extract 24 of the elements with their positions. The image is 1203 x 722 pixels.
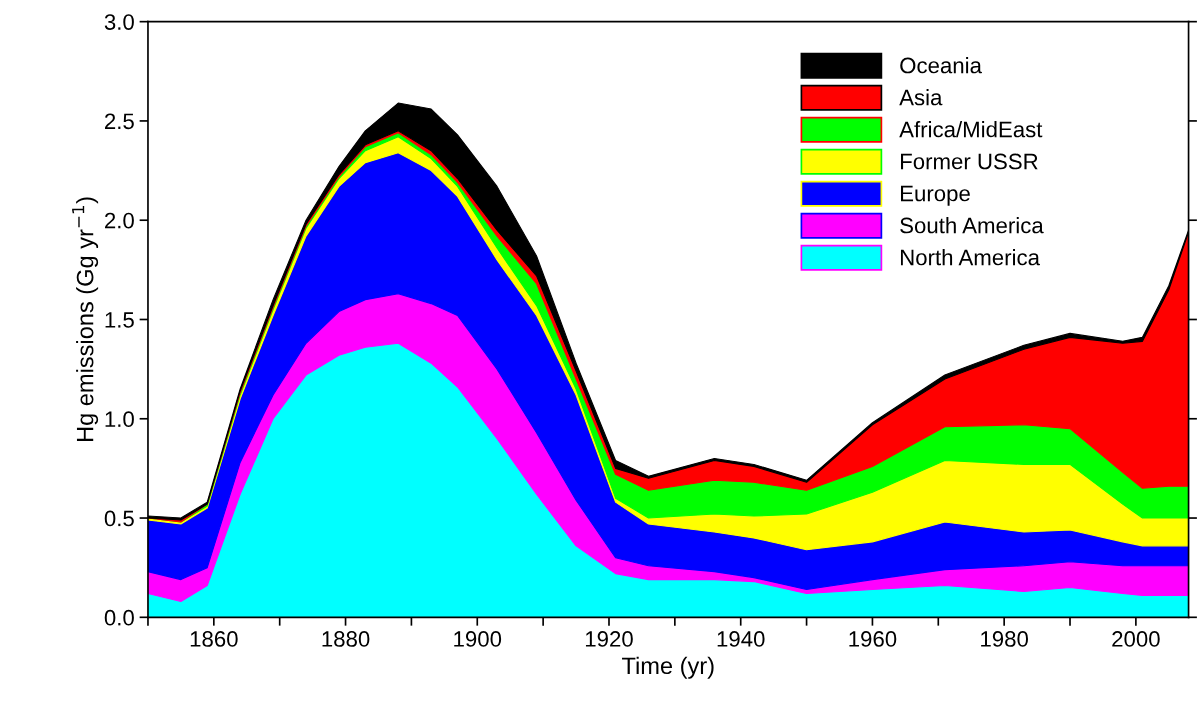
y-tick-label: 2.0 xyxy=(105,212,134,229)
x-tick-label: 1940 xyxy=(717,631,765,647)
legend-label: Former USSR xyxy=(901,153,1038,170)
x-tick-label: 1960 xyxy=(849,631,897,647)
y-tick-label: 0.0 xyxy=(104,609,134,626)
y-tick-label: 1.5 xyxy=(105,312,134,328)
y-tick-label: 3.0 xyxy=(104,14,134,30)
legend-label: Oceania xyxy=(900,57,982,74)
x-tick-label: 1900 xyxy=(454,631,502,647)
x-tick-label: 1880 xyxy=(322,631,370,647)
y-tick-label: 0.5 xyxy=(104,510,134,527)
x-tick-label: 1920 xyxy=(585,631,633,647)
legend-label: Africa/MidEast xyxy=(899,121,1043,138)
y-tick-label: 1.0 xyxy=(105,411,134,428)
y-tick-label: 2.5 xyxy=(105,113,134,130)
x-tick-label: 1860 xyxy=(190,631,238,647)
x-axis-title: Time (yr) xyxy=(622,656,714,679)
x-tick-label: 1980 xyxy=(981,631,1029,647)
legend-label: North America xyxy=(901,249,1040,266)
x-tick-label: 2000 xyxy=(1112,631,1160,647)
legend-label: Asia xyxy=(899,89,943,106)
y-axis-title: Hg emissions (Gg yr$^{−1}$) xyxy=(72,197,99,442)
legend-label: Europe xyxy=(901,185,970,206)
legend-label: South America xyxy=(900,217,1044,234)
